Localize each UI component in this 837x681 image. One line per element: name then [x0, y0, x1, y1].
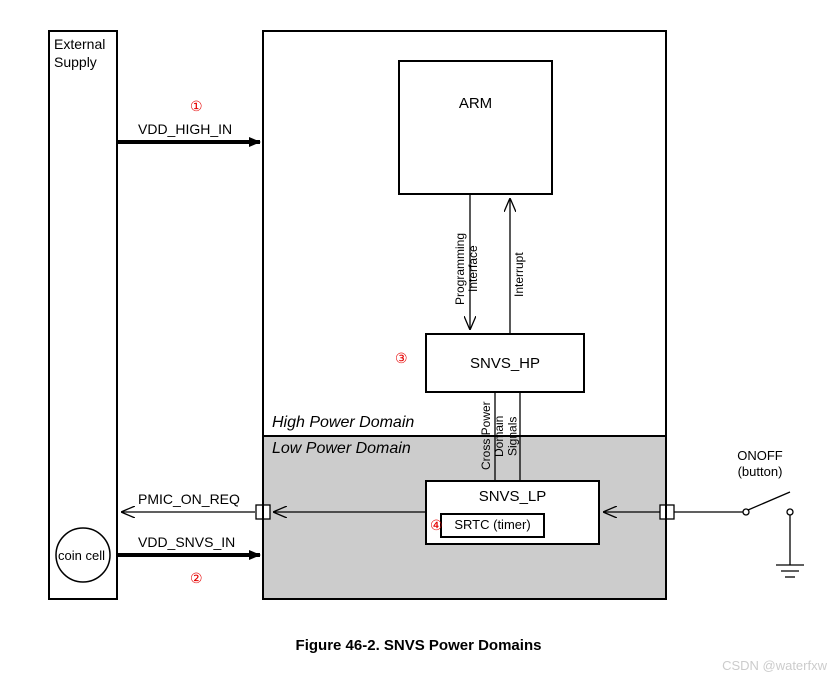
external-supply-label: External Supply — [54, 36, 105, 71]
interrupt-label: Interrupt — [512, 240, 526, 310]
programming-interface-label: Programming Interface — [454, 214, 480, 324]
external-supply-box — [48, 30, 118, 600]
marker-4: ④ — [430, 517, 443, 534]
high-power-domain-label: High Power Domain — [272, 414, 414, 432]
watermark-text: CSDN @waterfxw — [722, 658, 827, 673]
coin-cell-label: coin cell — [58, 548, 105, 563]
vdd-snvs-in-label: VDD_SNVS_IN — [138, 534, 235, 550]
figure-caption: Figure 46-2. SNVS Power Domains — [0, 637, 837, 654]
srtc-label: SRTC (timer) — [440, 517, 545, 532]
vdd-high-in-label: VDD_HIGH_IN — [138, 121, 232, 137]
onoff-label: ONOFF (button) — [720, 448, 800, 481]
snvs-hp-label: SNVS_HP — [425, 355, 585, 372]
marker-1: ① — [190, 98, 203, 115]
snvs-lp-label: SNVS_LP — [425, 488, 600, 505]
arm-label: ARM — [398, 95, 553, 112]
marker-3: ③ — [395, 350, 408, 367]
marker-2: ② — [190, 570, 203, 587]
arm-block — [398, 60, 553, 195]
low-power-domain-label: Low Power Domain — [272, 440, 411, 458]
cross-power-domain-label: Cross Power Domain Signals — [480, 395, 520, 477]
pmic-on-req-label: PMIC_ON_REQ — [138, 491, 240, 507]
